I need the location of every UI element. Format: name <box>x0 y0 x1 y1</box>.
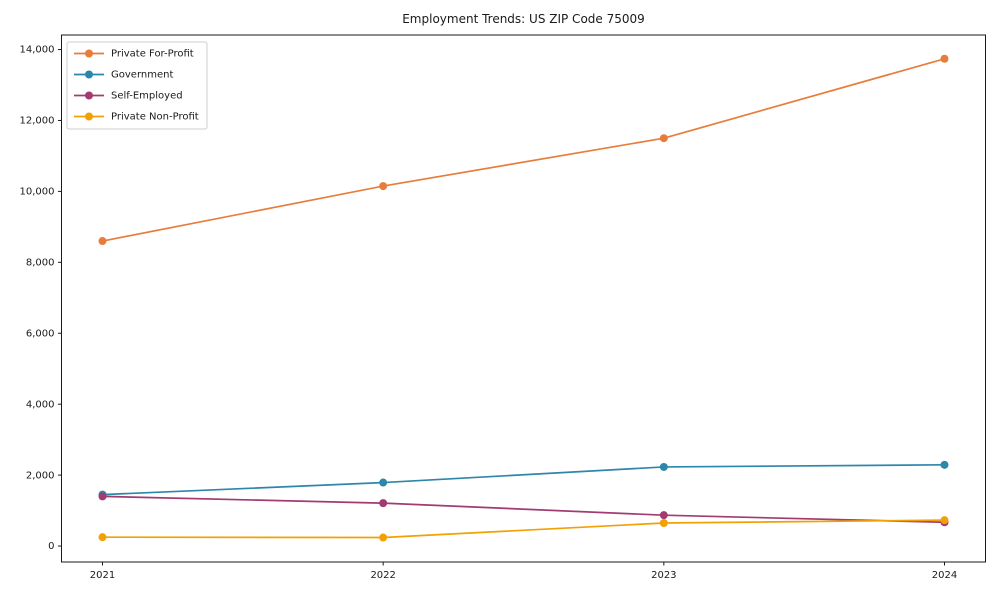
legend-marker <box>85 49 93 58</box>
series-line-private-non-profit <box>102 519 945 539</box>
y-tick-label: 6,000 <box>26 328 55 339</box>
data-point <box>379 182 388 191</box>
y-tick-label: 4,000 <box>26 399 55 410</box>
y-tick-label: 8,000 <box>26 258 55 269</box>
data-point <box>940 54 949 63</box>
chart-title: Employment Trends: US ZIP Code 75009 <box>402 12 645 26</box>
legend-label: Private Non-Profit <box>111 112 199 123</box>
legend-label: Private For-Profit <box>111 49 194 60</box>
y-tick-label: 14,000 <box>20 45 55 56</box>
x-tick-label: 2024 <box>932 570 957 581</box>
data-point <box>659 134 668 143</box>
data-point <box>98 533 107 542</box>
data-point <box>659 511 668 520</box>
data-point <box>940 460 949 469</box>
x-tick-label: 2021 <box>90 570 115 581</box>
data-point <box>940 516 949 525</box>
data-point <box>659 518 668 527</box>
data-point <box>379 499 388 508</box>
x-tick-label: 2022 <box>370 570 395 581</box>
x-tick-label: 2023 <box>651 570 676 581</box>
y-tick-label: 2,000 <box>26 470 55 481</box>
y-tick-label: 12,000 <box>20 116 55 127</box>
series-line-self-employed <box>102 495 945 524</box>
plot-frame <box>61 34 986 563</box>
data-point <box>379 478 388 487</box>
data-point <box>98 492 107 501</box>
data-point <box>98 237 107 246</box>
legend-label: Government <box>111 70 173 81</box>
series-line-private-for-profit <box>102 57 945 242</box>
series-line-government <box>102 463 945 496</box>
legend-marker <box>85 112 93 121</box>
y-tick-label: 0 <box>48 541 54 552</box>
legend-marker <box>85 70 93 79</box>
y-tick-label: 10,000 <box>20 187 55 198</box>
data-point <box>379 533 388 542</box>
legend-marker <box>85 91 93 100</box>
data-point <box>659 462 668 471</box>
legend-box <box>66 41 208 130</box>
legend-label: Self-Employed <box>111 91 183 102</box>
